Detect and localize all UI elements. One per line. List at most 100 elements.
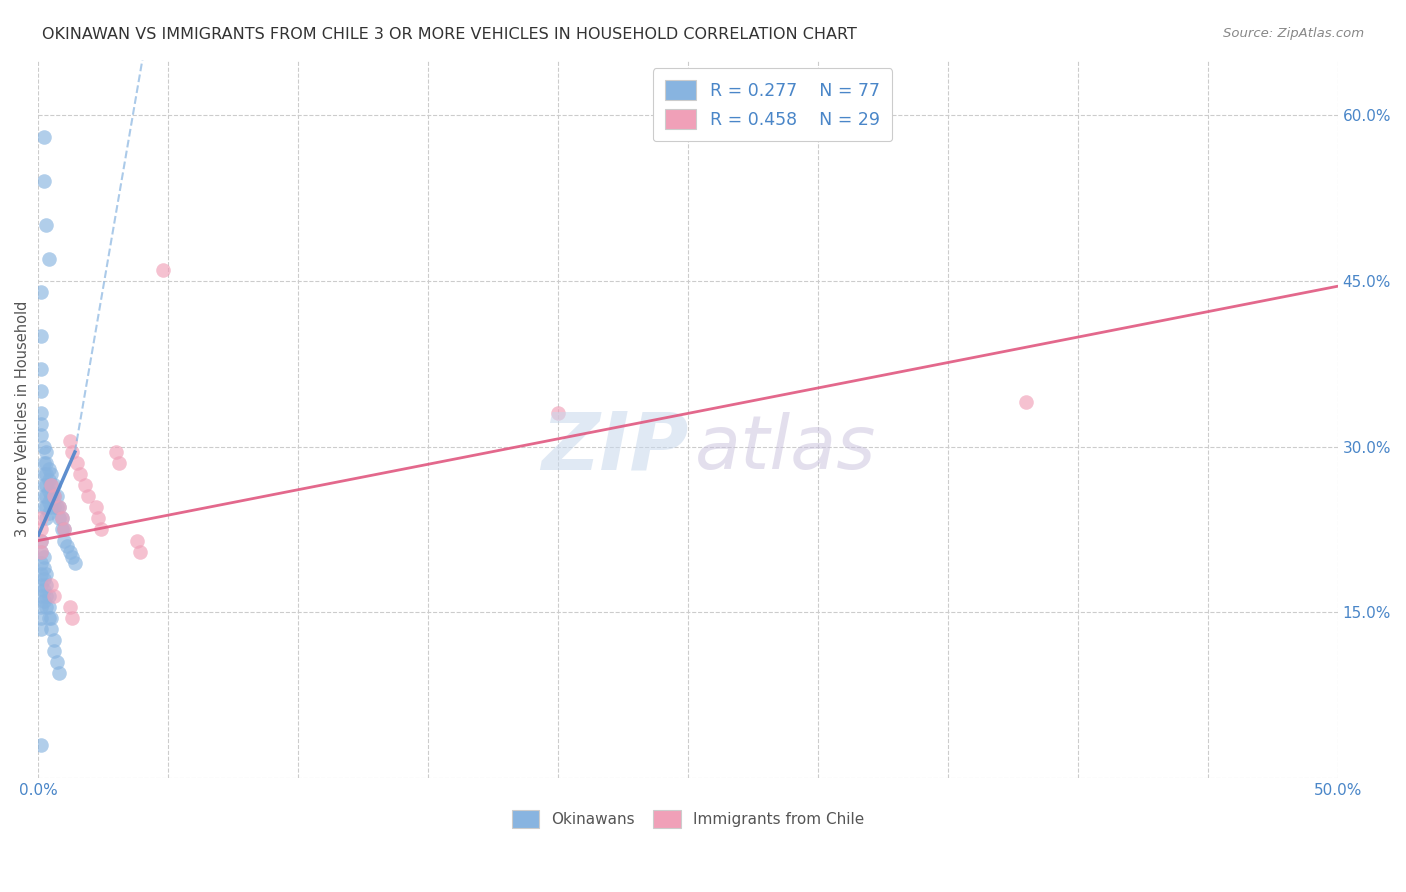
Point [30,533,52,548]
Point [59,599,82,614]
Point [30,362,52,376]
Point [32,550,55,565]
Point [30,384,52,399]
Point [69,467,91,482]
Point [30,406,52,420]
Point [45,489,67,503]
Point [45,655,67,669]
Point [30,285,52,299]
Point [75,478,97,492]
Point [32,594,55,608]
Point [30,738,52,752]
Point [128,544,150,558]
Point [59,434,82,448]
Point [41,467,63,482]
Point [56,539,79,553]
Point [60,611,83,625]
Point [35,511,58,525]
Point [38,506,60,520]
Point [32,174,55,188]
Point [35,467,58,482]
Point [35,578,58,592]
Point [30,578,52,592]
Point [35,478,58,492]
Point [30,589,52,603]
Point [35,589,58,603]
Point [30,417,52,432]
Point [32,478,55,492]
Point [38,495,60,509]
Text: Source: ZipAtlas.com: Source: ZipAtlas.com [1223,27,1364,40]
Point [38,599,60,614]
Point [38,483,60,498]
Point [42,644,65,658]
Point [60,550,83,565]
Point [30,329,52,343]
Point [30,544,52,558]
Point [127,533,149,548]
Point [48,500,70,515]
Point [42,589,65,603]
Point [48,500,70,515]
Point [66,456,89,470]
Point [38,611,60,625]
Point [32,440,55,454]
Point [30,556,52,570]
Point [48,666,70,681]
Point [30,622,52,636]
Point [53,523,76,537]
Point [59,544,82,558]
Point [63,556,86,570]
Y-axis label: 3 or more Vehicles in Household: 3 or more Vehicles in Household [15,301,30,537]
Point [30,523,52,537]
Point [41,489,63,503]
Point [51,511,73,525]
Point [42,500,65,515]
Point [53,523,76,537]
Point [42,478,65,492]
Point [51,523,73,537]
Point [60,445,83,459]
Point [1015,395,1038,409]
Point [38,473,60,487]
Text: atlas: atlas [695,411,876,483]
Point [35,445,58,459]
Point [105,445,128,459]
Point [35,566,58,581]
Point [48,511,70,525]
Point [30,533,52,548]
Point [30,566,52,581]
Point [30,599,52,614]
Point [547,406,569,420]
Point [41,478,63,492]
Text: ZIP: ZIP [541,409,688,487]
Point [41,611,63,625]
Point [42,633,65,648]
Point [41,500,63,515]
Point [108,456,131,470]
Point [42,489,65,503]
Point [35,599,58,614]
Point [38,589,60,603]
Point [32,467,55,482]
Point [41,578,63,592]
Point [35,456,58,470]
Point [45,500,67,515]
Point [30,511,52,525]
Point [32,489,55,503]
Point [53,533,76,548]
Point [30,428,52,442]
Point [51,511,73,525]
Point [32,561,55,575]
Legend: Okinawans, Immigrants from Chile: Okinawans, Immigrants from Chile [505,802,872,835]
Point [32,130,55,145]
Point [35,489,58,503]
Point [87,511,110,525]
Point [152,262,174,277]
Point [35,500,58,515]
Point [38,252,60,266]
Point [90,523,112,537]
Point [32,572,55,586]
Point [30,611,52,625]
Point [38,461,60,475]
